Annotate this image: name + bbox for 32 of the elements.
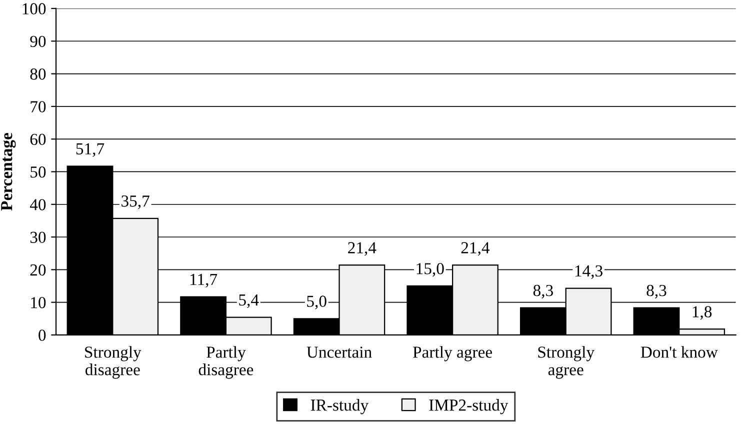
- data-label: 5,0: [307, 296, 326, 310]
- y-tick-label: 80: [30, 68, 46, 80]
- legend-label: IMP2-study: [429, 399, 508, 414]
- y-tick-label: 20: [30, 264, 46, 276]
- x-tick-label: Strongly disagree: [85, 346, 142, 379]
- data-label: 35,7: [122, 195, 150, 210]
- data-label: 1,8: [692, 306, 712, 320]
- y-tick-label: 100: [22, 3, 46, 14]
- data-label: 5,4: [239, 294, 259, 308]
- data-label: 11,7: [190, 274, 218, 288]
- y-tick-label: 10: [31, 297, 46, 308]
- data-label: 14,3: [575, 265, 602, 279]
- data-label: 15,0: [416, 263, 444, 277]
- x-tick-label: Uncertain: [306, 346, 372, 358]
- data-label: 8,3: [533, 284, 553, 299]
- y-tick-label: 0: [38, 330, 46, 341]
- data-label: 51,7: [76, 143, 104, 157]
- y-tick-label: 30: [30, 232, 46, 243]
- x-tick-label: Partly agree: [413, 346, 492, 362]
- y-axis-title: Percentage: [1, 132, 16, 211]
- x-tick-label: Partly disagree: [198, 346, 254, 379]
- data-label: 8,3: [646, 284, 666, 299]
- y-tick-label: 90: [30, 36, 46, 48]
- x-tick-label: Don't know: [640, 346, 718, 358]
- y-tick-label: 70: [30, 101, 46, 112]
- y-tick-label: 40: [30, 199, 46, 210]
- data-label: 21,4: [461, 242, 490, 256]
- data-label: 21,4: [348, 242, 376, 256]
- x-tick-label: Strongly agree: [538, 346, 594, 379]
- legend-label: IR-study: [310, 399, 369, 414]
- y-tick-label: 60: [30, 134, 46, 146]
- y-tick-label: 50: [30, 166, 46, 178]
